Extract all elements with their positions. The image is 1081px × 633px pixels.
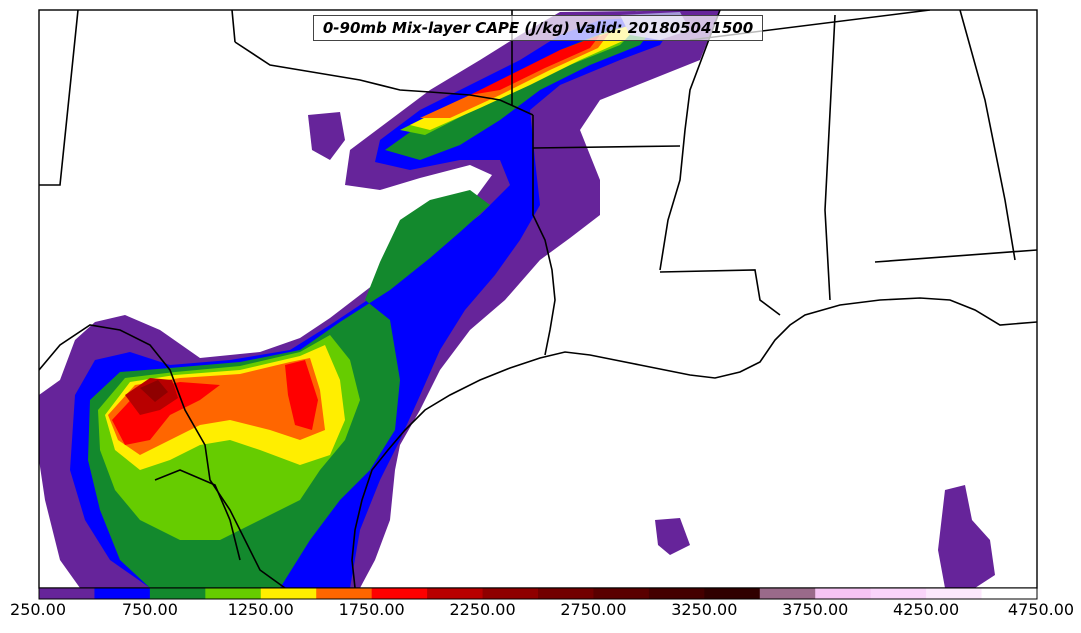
cape-250-gulf-patch (938, 485, 995, 588)
colorbar-segment (482, 588, 539, 599)
map-title: 0-90mb Mix-layer CAPE (J/kg) Valid: 2018… (313, 15, 763, 41)
colorbar-segment (427, 588, 484, 599)
cape-250-coast-patch (655, 518, 690, 555)
colorbar-tick-label: 1250.00 (227, 600, 294, 619)
colorbar-segment (981, 588, 1038, 599)
gulf-coastline (351, 297, 1037, 588)
colorbar-segment (260, 588, 317, 599)
colorbar-tick-label: 3250.00 (671, 600, 738, 619)
colorbar-tick-label: 3750.00 (782, 600, 849, 619)
nm-tx-border (39, 10, 79, 186)
cape-fields (39, 10, 995, 588)
colorbar-segment (94, 588, 151, 599)
cape-250-patch (308, 112, 345, 160)
colorbar-tick-label: 250.00 (10, 600, 66, 619)
colorbar-segment (316, 588, 373, 599)
colorbar (39, 588, 1038, 599)
ms-al-border (824, 14, 836, 301)
al-fl-border (874, 249, 1037, 263)
colorbar-segment (205, 588, 262, 599)
mexico-border (39, 324, 286, 588)
cape-2000-north-band (470, 35, 600, 95)
colorbar-tick-label: 4250.00 (893, 600, 960, 619)
cape-2500-core (140, 380, 168, 402)
state-boundaries (39, 10, 1037, 588)
ar-la-border (532, 145, 681, 149)
colorbar-segment (648, 588, 705, 599)
colorbar-segment (926, 588, 983, 599)
la-ms-border (659, 269, 781, 316)
colorbar-segment (815, 588, 872, 599)
tx-la-border (532, 115, 556, 356)
cape-2000-east-streak (285, 360, 318, 430)
mexico-state-line (154, 469, 241, 561)
al-ga-border (959, 10, 1016, 261)
colorbar-tick-label: 2750.00 (560, 600, 627, 619)
ok-panhandle-border (231, 10, 236, 43)
mississippi-river-border (659, 10, 721, 271)
red-river-border (234, 41, 534, 116)
colorbar-tick-label: 2250.00 (449, 600, 516, 619)
colorbar-segment (39, 588, 95, 599)
colorbar-segment (759, 588, 816, 599)
colorbar-segment (371, 588, 428, 599)
colorbar-segment (593, 588, 650, 599)
colorbar-segment (704, 588, 761, 599)
colorbar-tick-label: 1750.00 (338, 600, 405, 619)
colorbar-tick-label: 4750.00 (1007, 600, 1075, 619)
colorbar-segment (149, 588, 206, 599)
colorbar-tick-label: 750.00 (121, 600, 178, 619)
colorbar-frame (38, 587, 1038, 600)
colorbar-segment (870, 588, 927, 599)
colorbar-segment (538, 588, 594, 599)
